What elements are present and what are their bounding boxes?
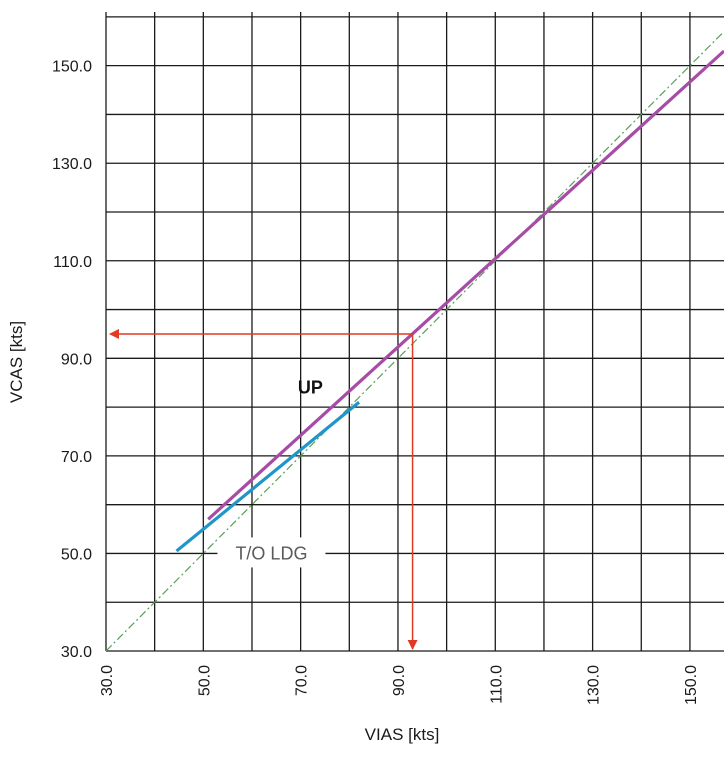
x-tick-label: 50.0 — [196, 665, 213, 696]
tick-labels: 30.0 50.0 70.0 90.0 110.0 130.0 150.0 30.0 50.0 7… — [52, 59, 700, 705]
series-layer — [105, 31, 724, 652]
example-path — [109, 328, 418, 650]
y-tick-label: 30.0 — [61, 644, 92, 661]
x-tick-label: 70.0 — [294, 665, 311, 696]
y-axis-label: VCAS [kts] — [7, 321, 26, 403]
x-tick-label: 90.0 — [391, 665, 408, 696]
y-tick-label: 110.0 — [53, 254, 92, 271]
series-line-up — [207, 49, 724, 521]
annotations: UP T/O LDG — [217, 378, 326, 568]
series-line-t-o-ldg — [175, 400, 361, 553]
x-tick-label: 110.0 — [488, 665, 505, 704]
series-annotation: UP — [298, 378, 323, 398]
y-tick-label: 50.0 — [61, 546, 92, 563]
y-tick-label: 90.0 — [61, 351, 92, 368]
y-tick-label: 70.0 — [61, 449, 92, 466]
x-tick-label: 30.0 — [99, 665, 116, 696]
x-tick-label: 130.0 — [586, 665, 603, 705]
x-axis-label: VIAS [kts] — [365, 725, 440, 744]
grid — [105, 12, 724, 652]
reference-line-1to1 — [105, 31, 724, 652]
label-backdrop — [217, 537, 326, 568]
series-annotation: T/O LDG — [235, 543, 307, 563]
y-tick-label: 150.0 — [52, 59, 92, 76]
y-tick-label: 130.0 — [52, 156, 92, 173]
x-tick-label: 150.0 — [683, 665, 700, 705]
